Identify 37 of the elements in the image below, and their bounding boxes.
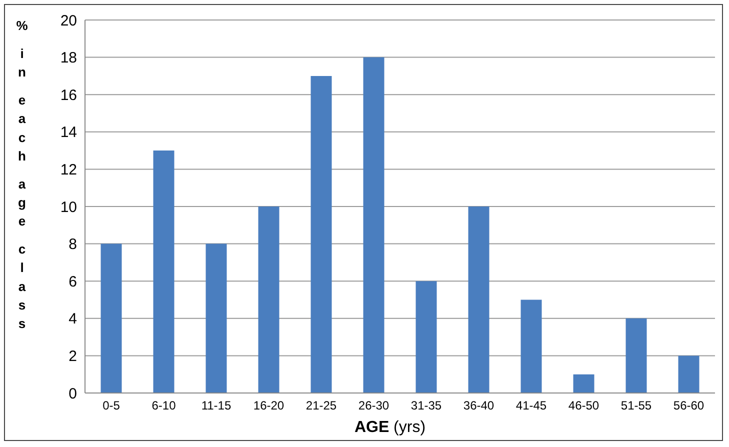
x-tick-label: 46-50 (568, 398, 600, 413)
bar (363, 57, 384, 393)
bar (153, 150, 174, 393)
x-tick-label: 41-45 (516, 398, 547, 413)
x-tick-label: 16-20 (253, 398, 284, 413)
x-tick-label: 0-5 (102, 398, 120, 413)
bar (416, 281, 437, 393)
x-tick-label: 36-40 (463, 398, 494, 413)
bar (100, 244, 122, 393)
x-tick-label: 56-60 (673, 398, 704, 413)
y-tick-label: 0 (68, 385, 77, 402)
bar (678, 356, 700, 393)
x-tick-label: 26-30 (358, 398, 390, 413)
x-tick-label: 51-55 (620, 398, 652, 413)
bar (310, 76, 332, 393)
bar (626, 318, 647, 393)
x-tick-label: 21-25 (306, 398, 337, 413)
y-tick-label: 16 (60, 86, 77, 104)
y-tick-label: 12 (60, 162, 77, 179)
y-tick-label: 8 (68, 236, 77, 254)
y-tick-label: 2 (68, 348, 77, 366)
y-tick-label: 20 (60, 12, 77, 30)
y-tick-label: 14 (60, 124, 77, 142)
x-tick-label: 31-35 (410, 398, 442, 413)
y-tick-label: 4 (68, 310, 77, 328)
x-tick-label: 11-15 (201, 398, 232, 413)
bar (258, 206, 280, 393)
y-tick-label: 18 (60, 50, 77, 67)
y-tick-label: 10 (60, 198, 77, 216)
x-axis-title: AGE (yrs) (354, 419, 426, 436)
bar (520, 300, 542, 393)
bar (206, 244, 227, 393)
bar (573, 374, 594, 393)
bar (468, 206, 490, 393)
x-tick-label: 6-10 (152, 398, 176, 413)
y-tick-label: 6 (68, 273, 77, 290)
text: % in each age class (16, 18, 28, 331)
